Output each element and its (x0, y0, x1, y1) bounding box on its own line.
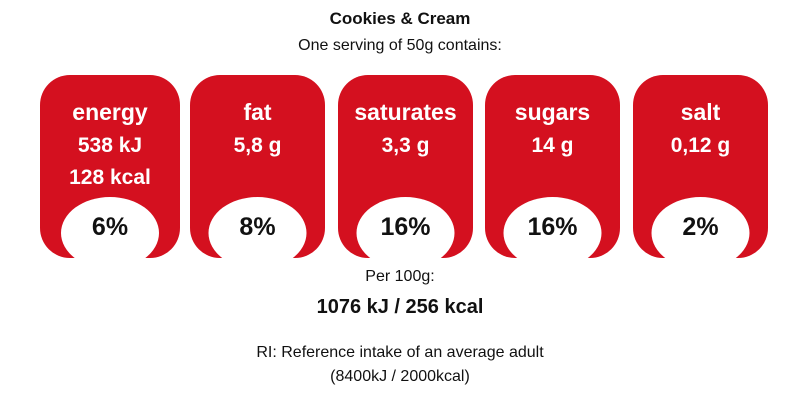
ri-percent: 16% (527, 213, 577, 241)
ri-percent: 8% (239, 213, 275, 241)
serving-note: One serving of 50g contains: (298, 37, 502, 54)
nutrient-box: saturates 3,3 g 16% (336, 75, 475, 278)
per-label: Per 100g: (365, 268, 434, 285)
bottom-mask (336, 258, 475, 278)
nutrient-amount: 14 g (531, 134, 573, 157)
nutrient-box: energy 538 kJ 128 kcal 6% (38, 75, 182, 278)
ri-percent: 16% (380, 213, 430, 241)
nutrient-box: fat 5,8 g 8% (188, 75, 327, 278)
ri-percent: 2% (682, 213, 718, 241)
nutrient-amount: 128 kcal (69, 166, 151, 189)
nutrient-name: saturates (354, 99, 456, 125)
nutrient-amount: 3,3 g (382, 134, 430, 157)
nutrient-amount: 0,12 g (671, 134, 731, 157)
per-value: 1076 kJ / 256 kcal (317, 296, 484, 318)
nutrient-name: sugars (515, 99, 590, 125)
nutrient-box: salt 0,12 g 2% (631, 75, 770, 278)
product-title: Cookies & Cream (330, 9, 471, 28)
percent-oval (61, 197, 159, 269)
nutrient-name: fat (243, 99, 271, 125)
bottom-mask (631, 258, 770, 278)
ri-values: (8400kJ / 2000kcal) (330, 368, 470, 385)
bottom-mask (38, 258, 182, 278)
percent-oval (651, 197, 750, 269)
ri-note: RI: Reference intake of an average adult (256, 344, 544, 361)
nutrient-box: sugars 14 g 16% (483, 75, 622, 278)
nutrient-boxes: energy 538 kJ 128 kcal 6% fat 5,8 g 8% saturate… (38, 75, 770, 278)
nutrient-name: energy (72, 99, 148, 125)
percent-oval (356, 197, 455, 269)
ri-percent: 6% (92, 213, 128, 241)
percent-oval (208, 197, 307, 269)
bottom-mask (188, 258, 327, 278)
nutrient-amount: 5,8 g (234, 134, 282, 157)
percent-oval (503, 197, 602, 269)
bottom-mask (483, 258, 622, 278)
nutrient-name: salt (681, 99, 721, 125)
nutrient-amount: 538 kJ (78, 134, 142, 157)
